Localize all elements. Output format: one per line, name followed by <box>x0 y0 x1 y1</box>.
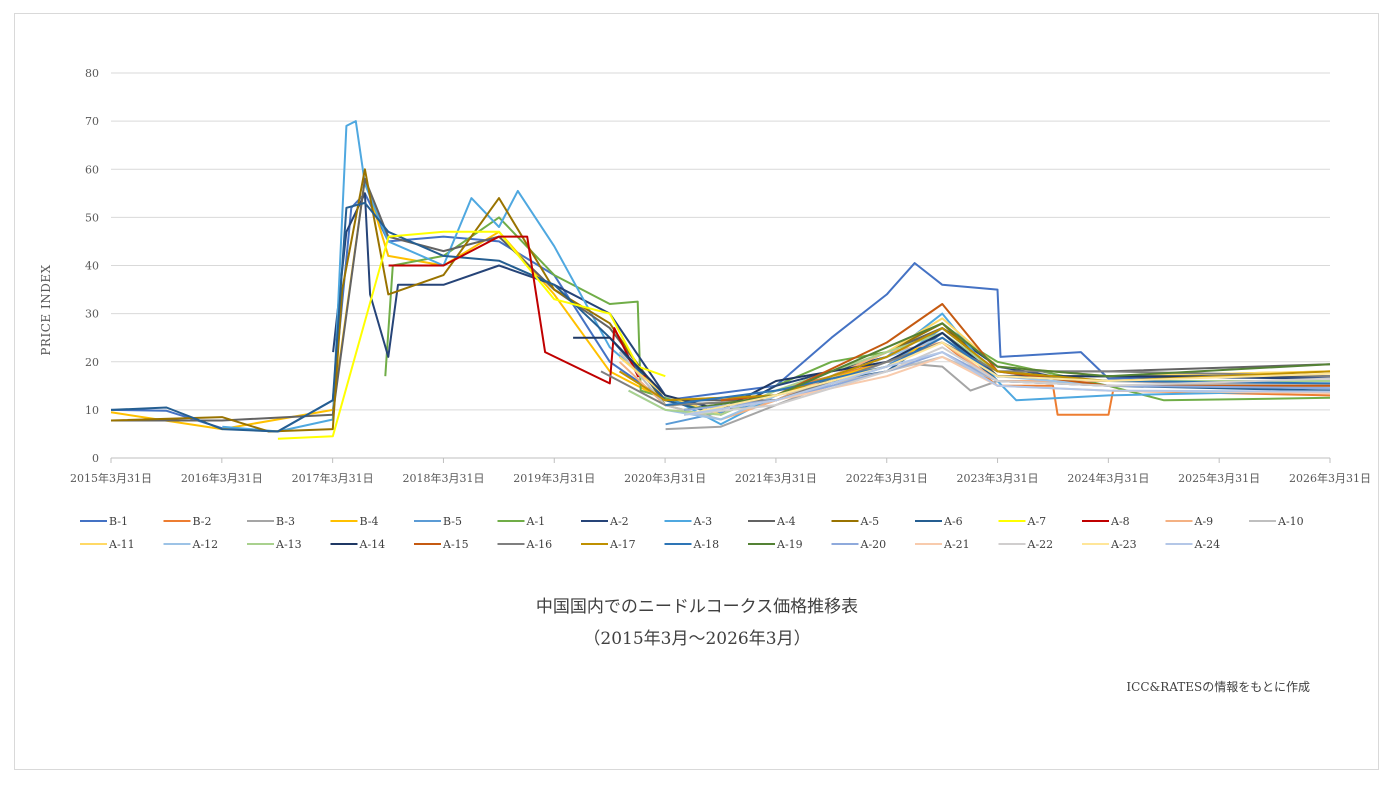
y-tick-label: 10 <box>85 404 99 417</box>
x-tick-label: 2017年3月31日 <box>292 471 374 485</box>
legend-label: A-21 <box>943 538 970 551</box>
legend-label: A-24 <box>1194 538 1221 551</box>
legend-label: A-16 <box>526 538 553 551</box>
series-lines <box>110 120 1331 440</box>
x-tick-label: 2025年3月31日 <box>1178 471 1260 485</box>
y-tick-label: 20 <box>85 356 99 369</box>
legend-label: A-14 <box>359 538 386 551</box>
x-tick-label: 2021年3月31日 <box>735 471 817 485</box>
series-line-a-7 <box>277 230 666 440</box>
legend-label: A-20 <box>860 538 887 551</box>
legend-label: B-1 <box>109 515 128 528</box>
legend-label: B-4 <box>360 515 379 528</box>
legend-label: A-19 <box>776 538 803 551</box>
y-tick-label: 70 <box>85 115 99 128</box>
legend-label: A-23 <box>1110 538 1137 551</box>
series-line-a-22 <box>683 346 1331 416</box>
y-axis-title: PRICE INDEX <box>39 264 53 355</box>
series-line-a-24 <box>683 351 1331 416</box>
x-tick-label: 2026年3月31日 <box>1289 471 1371 485</box>
legend: B-1 B-2 B-3 B-4 B-5 A-1 A-2 A-3 A-4 A-5 A-6 A-7 A-8 A… <box>80 515 1304 551</box>
legend-label: A-10 <box>1277 515 1304 528</box>
legend-label: A-9 <box>1194 515 1214 528</box>
y-tick-label: 60 <box>85 163 99 176</box>
legend-label: A-11 <box>108 538 135 551</box>
y-tick-label: 50 <box>85 211 99 224</box>
legend-label: A-2 <box>609 515 629 528</box>
legend-label: A-5 <box>860 515 880 528</box>
x-tick-label: 2024年3月31日 <box>1067 471 1149 485</box>
legend-label: A-8 <box>1110 515 1130 528</box>
chart-subtitle: （2015年3月～2026年3月） <box>583 629 811 649</box>
x-tick-label: 2019年3月31日 <box>513 471 595 485</box>
legend-label: A-3 <box>693 515 713 528</box>
legend-label: A-22 <box>1027 538 1054 551</box>
axes: 0 10 20 30 40 50 60 70 80 2015年3月31日 2016年3月31日 201… <box>70 67 1371 485</box>
legend-label: A-12 <box>192 538 219 551</box>
legend-label: A-6 <box>943 515 963 528</box>
x-tick-label: 2018年3月31日 <box>402 471 484 485</box>
series-line-a-3 <box>222 120 1331 433</box>
legend-label: A-17 <box>609 538 636 551</box>
series-line-a-6 <box>110 201 1331 433</box>
x-tick-label: 2015年3月31日 <box>70 471 152 485</box>
legend-label: A-15 <box>442 538 469 551</box>
x-tick-label: 2020年3月31日 <box>624 471 706 485</box>
legend-label: A-7 <box>1027 515 1047 528</box>
legend-label: A-1 <box>526 515 546 528</box>
legend-label: A-18 <box>693 538 720 551</box>
y-tick-label: 0 <box>92 452 99 465</box>
x-tick-label: 2023年3月31日 <box>957 471 1039 485</box>
source-note: ICC&RATESの情報をもとに作成 <box>1126 680 1310 694</box>
series-line-a-23 <box>683 341 1331 416</box>
legend-label: B-3 <box>276 515 295 528</box>
y-tick-label: 40 <box>85 260 99 273</box>
legend-label: B-2 <box>193 515 212 528</box>
legend-label: B-5 <box>443 515 462 528</box>
y-tick-label: 30 <box>85 308 99 321</box>
x-tick-label: 2022年3月31日 <box>846 471 928 485</box>
chart-title: 中国国内でのニードルコークス価格推移表 <box>535 597 859 617</box>
series-line-a-5 <box>110 168 1330 433</box>
legend-label: A-4 <box>776 515 796 528</box>
y-tick-label: 80 <box>85 67 99 80</box>
x-tick-label: 2016年3月31日 <box>181 471 263 485</box>
legend-label: A-13 <box>275 538 302 551</box>
